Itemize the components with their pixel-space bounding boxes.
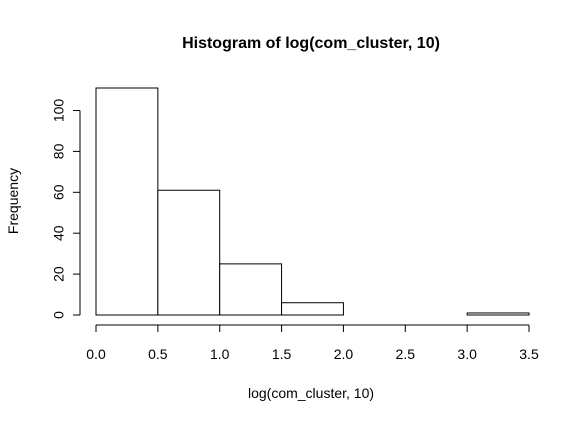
histogram-bar-2 <box>219 263 283 316</box>
histogram-bar-0 <box>95 87 159 316</box>
bars-group <box>95 87 530 316</box>
chart-title: Histogram of log(com_cluster, 10) <box>182 35 440 52</box>
y-tick-label-2: 40 <box>51 225 67 241</box>
y-tick-label-5: 100 <box>51 99 67 123</box>
x-tick-label-6: 3.0 <box>457 346 477 362</box>
x-axis: 0.0 0.5 1.0 1.5 2.0 2.5 3.0 3.5 <box>86 324 539 362</box>
histogram-bar-3 <box>281 302 344 316</box>
histogram-bar-6 <box>466 312 530 316</box>
y-axis-label: Frequency <box>5 168 21 234</box>
x-tick-label-0: 0.0 <box>86 346 106 362</box>
y-tick-label-4: 80 <box>51 143 67 159</box>
y-tick-label-1: 20 <box>51 266 67 282</box>
x-axis-label: log(com_cluster, 10) <box>248 385 374 401</box>
x-tick-label-4: 2.0 <box>334 346 354 362</box>
x-tick-label-7: 3.5 <box>519 346 539 362</box>
x-tick-label-3: 1.5 <box>272 346 292 362</box>
y-tick-label-0: 0 <box>51 311 67 319</box>
y-axis: 0 20 40 60 80 100 <box>51 99 81 319</box>
histogram-bar-1 <box>157 189 221 316</box>
y-tick-label-3: 60 <box>51 184 67 200</box>
x-tick-label-1: 0.5 <box>148 346 168 362</box>
x-tick-label-2: 1.0 <box>210 346 230 362</box>
x-tick-label-5: 2.5 <box>396 346 416 362</box>
